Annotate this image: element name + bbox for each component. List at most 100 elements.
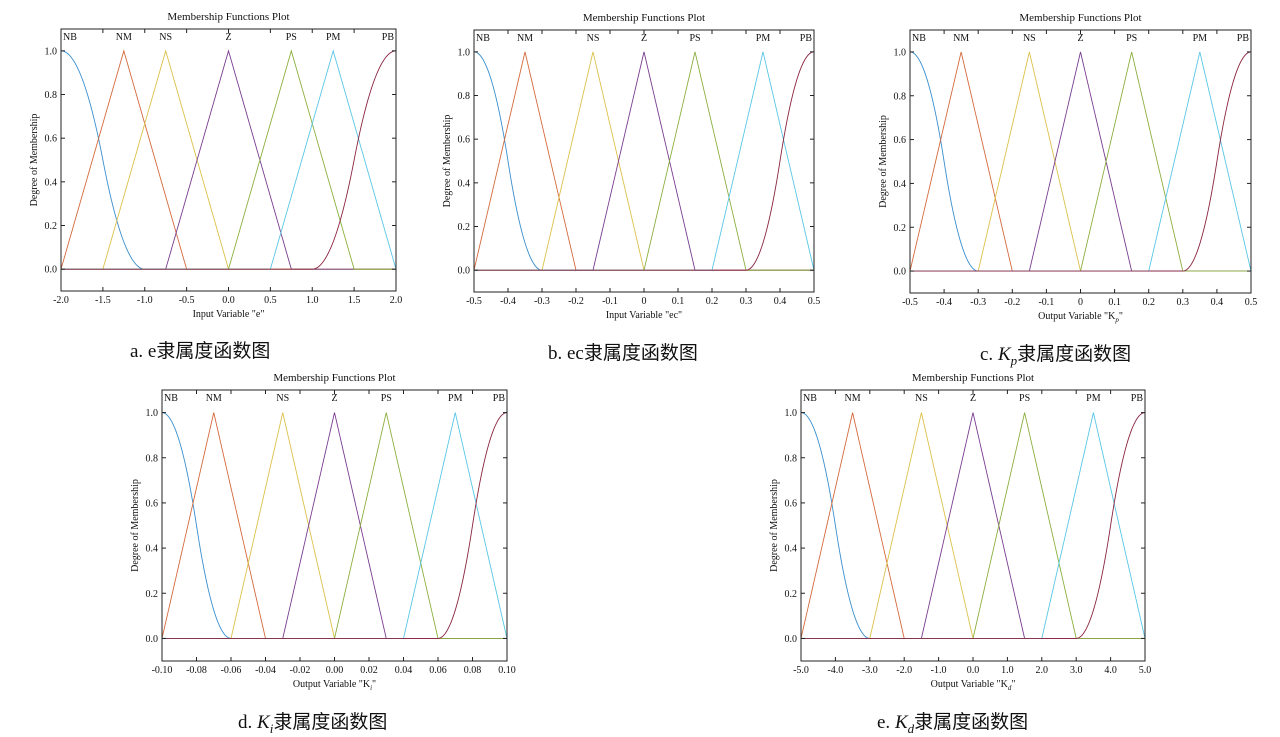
chart-title: Membership Functions Plot xyxy=(583,12,705,24)
mf-curve-ns xyxy=(801,412,1145,639)
mf-curve-pb xyxy=(474,51,814,271)
x-axis-label: Input Variable "e" xyxy=(193,309,265,320)
mf-label-nm: NM xyxy=(845,393,861,404)
caption-a: a. e隶属度函数图 xyxy=(130,336,270,363)
mf-curve-ps xyxy=(801,412,1145,639)
mf-label-pb: PB xyxy=(493,393,506,404)
y-tick-label: 0.8 xyxy=(458,91,471,102)
caption-a-suffix: 隶属度函数图 xyxy=(156,341,271,362)
mf-label-nb: NB xyxy=(164,393,178,404)
caption-d-var: K xyxy=(257,712,270,733)
x-tick-label: -0.06 xyxy=(221,665,242,676)
x-tick-label: 0.3 xyxy=(740,296,753,307)
x-tick-label: 0 xyxy=(1078,297,1083,308)
y-axis-label: Degree of Membership xyxy=(29,114,40,207)
x-tick-label: -0.4 xyxy=(500,296,516,307)
y-tick-label: 0.6 xyxy=(458,135,471,146)
y-axis-label: Degree of Membership xyxy=(878,115,889,208)
x-tick-label: 1.5 xyxy=(348,295,361,306)
mf-curve-pb xyxy=(801,412,1145,639)
x-tick-label: 4.0 xyxy=(1104,665,1117,676)
chart-title: Membership Functions Plot xyxy=(273,372,395,384)
x-tick-label: 2.0 xyxy=(1036,665,1049,676)
mf-label-nb: NB xyxy=(803,393,817,404)
y-tick-label: 0.0 xyxy=(146,634,159,645)
x-tick-label: 0.06 xyxy=(429,665,447,676)
x-tick-label: 0.4 xyxy=(1211,297,1224,308)
x-tick-label: 0.5 xyxy=(264,295,277,306)
mf-label-ps: PS xyxy=(1019,393,1030,404)
x-tick-label: -3.0 xyxy=(862,665,878,676)
y-tick-label: 0.8 xyxy=(785,453,798,464)
y-tick-label: 0.4 xyxy=(894,179,907,190)
y-tick-label: 0.2 xyxy=(146,589,159,600)
mf-curve-pb xyxy=(910,51,1251,272)
y-tick-label: 0.0 xyxy=(458,266,471,277)
x-tick-label: -1.0 xyxy=(931,665,947,676)
x-tick-label: 0.1 xyxy=(672,296,685,307)
mf-label-pm: PM xyxy=(326,32,341,43)
x-tick-label: 0.10 xyxy=(498,665,516,676)
mf-label-ns: NS xyxy=(1023,33,1036,44)
mf-label-ns: NS xyxy=(915,393,928,404)
y-tick-label: 0.8 xyxy=(146,453,159,464)
x-tick-label: -0.10 xyxy=(152,665,173,676)
mf-label-pb: PB xyxy=(382,32,395,43)
y-tick-label: 0.8 xyxy=(894,91,907,102)
mf-label-nb: NB xyxy=(476,33,490,44)
mf-label-nm: NM xyxy=(206,393,222,404)
y-tick-label: 1.0 xyxy=(146,408,159,419)
x-tick-label: 0.2 xyxy=(1142,297,1155,308)
caption-d-sub: i xyxy=(269,721,274,736)
mf-label-ps: PS xyxy=(1126,33,1137,44)
caption-b: b. ec隶属度函数图 xyxy=(548,338,698,365)
mf-label-pb: PB xyxy=(800,33,813,44)
x-tick-label: 0.3 xyxy=(1177,297,1190,308)
mf-label-nm: NM xyxy=(517,33,533,44)
mf-label-z: Z xyxy=(970,393,976,404)
x-tick-label: 0.02 xyxy=(360,665,378,676)
y-tick-label: 0.4 xyxy=(45,177,58,188)
x-tick-label: 0.4 xyxy=(774,296,787,307)
x-tick-label: -0.5 xyxy=(902,297,918,308)
x-axis-label: Input Variable "ec" xyxy=(606,310,682,321)
caption-c-suffix: 隶属度函数图 xyxy=(1017,344,1132,365)
mf-label-pm: PM xyxy=(1193,33,1208,44)
caption-b-suffix: 隶属度函数图 xyxy=(583,343,698,364)
x-tick-label: 0.5 xyxy=(1245,297,1258,308)
mf-label-pm: PM xyxy=(756,33,771,44)
mf-curve-pm xyxy=(801,412,1145,639)
x-tick-label: -2.0 xyxy=(53,295,69,306)
mf-label-nm: NM xyxy=(953,33,969,44)
mf-curve-nm xyxy=(801,412,1145,639)
x-tick-label: -1.5 xyxy=(95,295,111,306)
x-tick-label: -0.4 xyxy=(936,297,952,308)
x-tick-label: -0.02 xyxy=(290,665,311,676)
mf-label-z: Z xyxy=(1077,33,1083,44)
mf-label-ps: PS xyxy=(689,33,700,44)
caption-d: d. Ki隶属度函数图 xyxy=(238,707,387,737)
mf-label-pb: PB xyxy=(1237,33,1250,44)
y-tick-label: 0.8 xyxy=(45,90,58,101)
chart-title: Membership Functions Plot xyxy=(167,11,289,23)
y-tick-label: 0.2 xyxy=(458,222,471,233)
y-axis-label: Degree of Membership xyxy=(130,479,141,572)
y-tick-label: 0.6 xyxy=(146,498,159,509)
x-tick-label: -0.5 xyxy=(179,295,195,306)
x-tick-label: -0.2 xyxy=(1004,297,1020,308)
x-tick-label: 5.0 xyxy=(1139,665,1152,676)
mf-label-ns: NS xyxy=(159,32,172,43)
x-tick-label: -0.3 xyxy=(534,296,550,307)
mf-curve-nb xyxy=(801,412,1145,639)
x-tick-label: -0.1 xyxy=(602,296,618,307)
y-tick-label: 1.0 xyxy=(894,47,907,58)
x-tick-label: -0.5 xyxy=(466,296,482,307)
chart-title: Membership Functions Plot xyxy=(1019,12,1141,24)
caption-c-sub: p xyxy=(1010,353,1018,368)
caption-e: e. Kd隶属度函数图 xyxy=(877,707,1028,737)
